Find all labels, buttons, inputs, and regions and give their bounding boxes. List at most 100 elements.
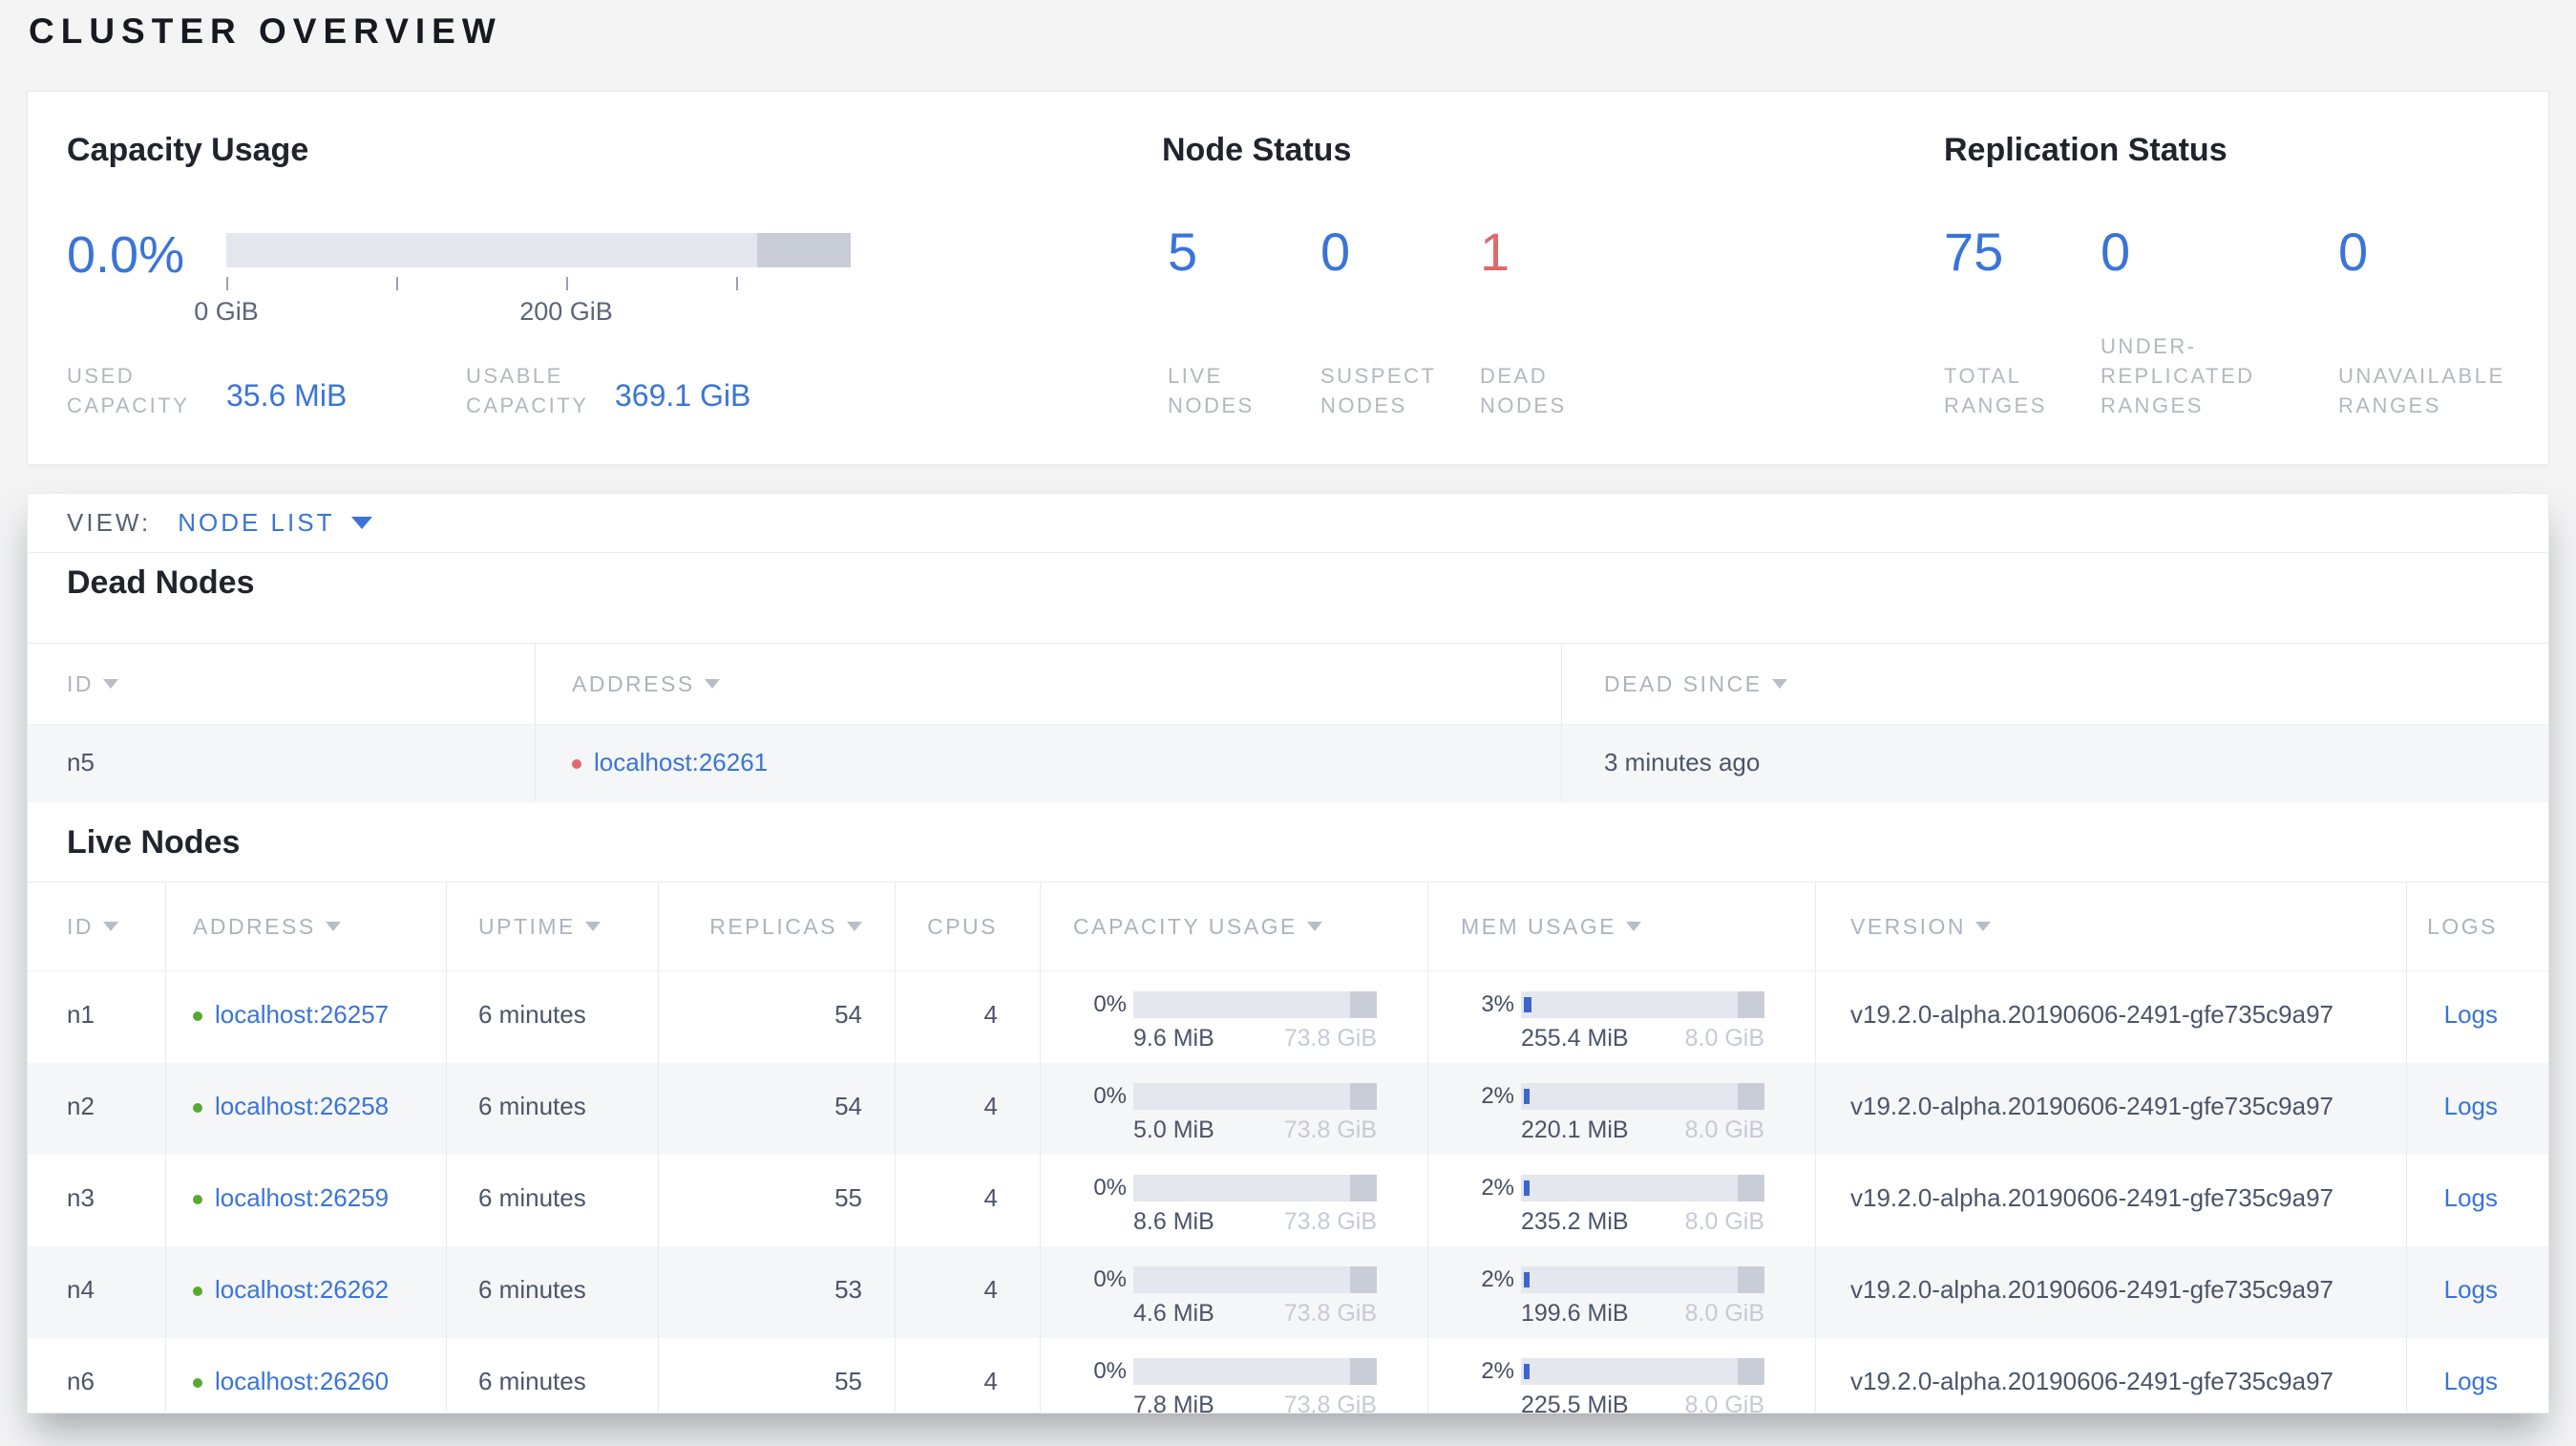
used-capacity-label: USED CAPACITY (67, 364, 190, 417)
capacity-usage-title: Capacity Usage (67, 132, 309, 168)
mem-usage-cell: 3% 255.4 MiB 8.0 GiB (1427, 971, 1815, 1063)
node-address-link[interactable]: localhost:26262 (215, 1275, 390, 1304)
bar-used-segment (1524, 1180, 1531, 1196)
column-header-id[interactable]: ID (28, 644, 535, 724)
total-value: 73.8 GiB (1283, 1208, 1377, 1235)
bar-dark-segment (1737, 991, 1764, 1018)
replicas: 53 (658, 1246, 895, 1338)
node-address-cell: localhost:26262 (165, 1246, 446, 1338)
live-nodes-count: 5 (1168, 222, 1198, 282)
node-address-link[interactable]: localhost:26260 (215, 1367, 390, 1395)
replicas: 54 (658, 971, 895, 1063)
bar-used-segment (1524, 1089, 1531, 1104)
sort-desc-icon (1306, 922, 1322, 931)
view-dropdown[interactable]: NODE LIST (178, 508, 373, 538)
logs-link[interactable]: Logs (2443, 1092, 2498, 1120)
mem-usage-cell: 2% 220.1 MiB 8.0 GiB (1427, 1063, 1815, 1155)
column-header-address[interactable]: ADDRESS (165, 882, 446, 970)
version: v19.2.0-alpha.20190606-2491-gfe735c9a97 (1815, 971, 2406, 1063)
bar-dark-segment (1737, 1358, 1764, 1385)
bar-dark-segment (1349, 1266, 1377, 1293)
total-value: 73.8 GiB (1283, 1116, 1377, 1143)
mem-usage-cell: 2% 225.5 MiB 8.0 GiB (1427, 1338, 1815, 1414)
total-value: 8.0 GiB (1684, 1116, 1764, 1143)
dead-nodes-count: 1 (1480, 222, 1510, 282)
total-value: 73.8 GiB (1283, 1392, 1377, 1414)
column-header-version[interactable]: VERSION (1815, 882, 2406, 970)
suspect-nodes-count: 0 (1320, 222, 1351, 282)
nodes-card: VIEW: NODE LIST Dead Nodes ID ADDRESS DE… (27, 493, 2549, 1414)
cpus: 4 (895, 1338, 1040, 1413)
capacity-usage-cell: 0% 8.6 MiB 73.8 GiB (1040, 1155, 1427, 1246)
page-title: CLUSTER OVERVIEW (29, 11, 502, 51)
node-id: n3 (67, 1183, 95, 1212)
version: v19.2.0-alpha.20190606-2491-gfe735c9a97 (1815, 1063, 2406, 1155)
node-address-link[interactable]: localhost:26259 (215, 1183, 390, 1212)
node-id: n2 (67, 1092, 95, 1120)
unavailable-ranges-count: 0 (2338, 222, 2369, 282)
node-address-link[interactable]: localhost:26258 (215, 1092, 390, 1120)
column-header-dead-since[interactable]: DEAD SINCE (1561, 644, 2548, 724)
bar-dark-segment (1737, 1083, 1764, 1110)
total-value: 8.0 GiB (1684, 1025, 1764, 1052)
column-header-mem-usage[interactable]: MEM USAGE (1427, 882, 1815, 970)
table-row: n4 localhost:26262 6 minutes 53 4 0% 4.6… (28, 1246, 2548, 1338)
logs-link[interactable]: Logs (2443, 1183, 2498, 1212)
view-dropdown-value: NODE LIST (178, 508, 335, 537)
capacity-percent: 0% (1093, 1175, 1127, 1201)
used-value: 7.8 MiB (1133, 1392, 1214, 1414)
sort-desc-icon (103, 679, 118, 689)
node-address-cell: localhost:26257 (165, 971, 446, 1063)
usable-capacity-label: USABLE CAPACITY (466, 364, 589, 417)
bar-dark-segment (1349, 1358, 1377, 1385)
mem-usage-cell: 2% 235.2 MiB 8.0 GiB (1427, 1155, 1815, 1246)
sort-desc-icon (325, 922, 341, 931)
capacity-percent: 0% (1093, 1266, 1127, 1292)
node-address-link[interactable]: localhost:26261 (594, 748, 769, 776)
logs-link[interactable]: Logs (2443, 1367, 2498, 1395)
column-header-logs[interactable]: LOGS (2406, 882, 2548, 970)
axis-tick (566, 277, 568, 290)
summary-card: Capacity Usage 0.0% 0 GiB 200 GiB USED C… (27, 91, 2549, 465)
version: v19.2.0-alpha.20190606-2491-gfe735c9a97 (1815, 1338, 2406, 1413)
sort-desc-icon (1975, 922, 1992, 931)
bar-dark-segment (756, 233, 851, 267)
capacity-bar (1133, 991, 1377, 1018)
used-value: 225.5 MiB (1521, 1392, 1629, 1414)
used-value: 8.6 MiB (1133, 1208, 1214, 1235)
under-replicated-label: UNDER- REPLICATED RANGES (2101, 334, 2255, 417)
logs-cell: Logs (2406, 1246, 2548, 1338)
column-header-address[interactable]: ADDRESS (535, 644, 1561, 724)
unavailable-ranges-label: UNAVAILABLE RANGES (2338, 364, 2505, 417)
capacity-bar (1133, 1358, 1377, 1385)
logs-link[interactable]: Logs (2443, 1275, 2498, 1304)
replication-status-title: Replication Status (1944, 132, 2228, 168)
view-bar: VIEW: NODE LIST (28, 494, 2548, 553)
usable-capacity-value: 369.1 GiB (615, 378, 751, 413)
capacity-usage-bar (226, 233, 851, 267)
mem-percent: 2% (1481, 1266, 1514, 1292)
axis-tick (736, 277, 738, 290)
mem-percent: 2% (1481, 1083, 1514, 1109)
version: v19.2.0-alpha.20190606-2491-gfe735c9a97 (1815, 1155, 2406, 1246)
node-address-link[interactable]: localhost:26257 (215, 1000, 390, 1029)
axis-tick-label: 200 GiB (519, 297, 613, 326)
view-label: VIEW: (67, 508, 152, 537)
column-header-uptime[interactable]: UPTIME (446, 882, 658, 970)
total-ranges-label: TOTAL RANGES (1944, 364, 2047, 417)
column-header-capacity-usage[interactable]: CAPACITY USAGE (1040, 882, 1427, 970)
capacity-percent: 0% (1093, 1083, 1127, 1109)
column-header-cpus[interactable]: CPUS (895, 882, 1040, 970)
logs-link[interactable]: Logs (2443, 1000, 2498, 1029)
column-header-id[interactable]: ID (28, 882, 165, 970)
capacity-percent: 0% (1093, 991, 1127, 1017)
column-header-replicas[interactable]: REPLICAS (658, 882, 895, 970)
logs-cell: Logs (2406, 1063, 2548, 1155)
logs-cell: Logs (2406, 1155, 2548, 1246)
used-value: 199.6 MiB (1521, 1300, 1629, 1327)
used-capacity-value: 35.6 MiB (226, 378, 348, 413)
replicas: 55 (658, 1155, 895, 1246)
used-value: 5.0 MiB (1133, 1116, 1214, 1143)
live-nodes-heading: Live Nodes (67, 824, 241, 861)
